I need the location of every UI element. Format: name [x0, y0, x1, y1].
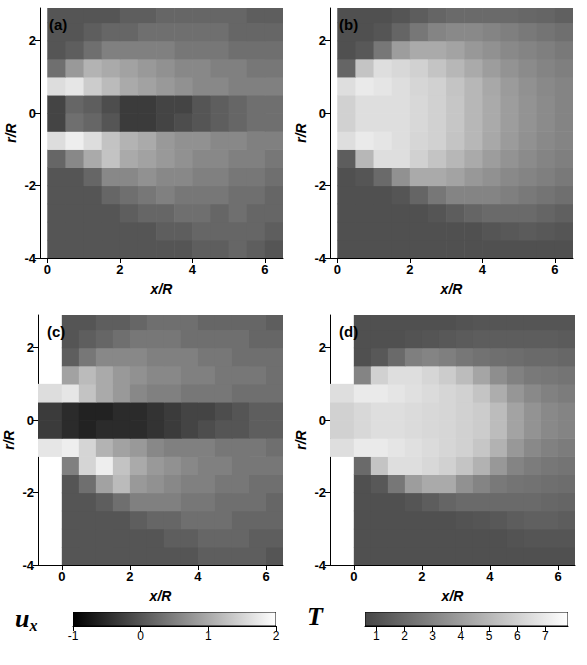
svg-text:x: x — [28, 617, 37, 634]
svg-text:2: 2 — [319, 340, 326, 355]
svg-text:2: 2 — [273, 629, 280, 643]
svg-text:1: 1 — [373, 629, 380, 643]
svg-text:4: 4 — [194, 569, 202, 584]
svg-text:2: 2 — [116, 262, 123, 277]
svg-text:0: 0 — [137, 629, 144, 643]
svg-text:2: 2 — [27, 340, 34, 355]
svg-text:-2: -2 — [314, 178, 326, 193]
svg-text:2: 2 — [126, 569, 133, 584]
svg-text:6: 6 — [554, 569, 561, 584]
svg-text:0: 0 — [350, 569, 357, 584]
svg-text:-4: -4 — [24, 251, 36, 266]
svg-text:-2: -2 — [24, 178, 36, 193]
svg-text:-4: -4 — [314, 558, 326, 573]
svg-text:0: 0 — [58, 569, 65, 584]
svg-text:-2: -2 — [314, 485, 326, 500]
svg-text:6: 6 — [261, 262, 268, 277]
svg-text:0: 0 — [29, 106, 36, 121]
svg-text:6: 6 — [262, 569, 269, 584]
svg-text:0: 0 — [319, 413, 326, 428]
svg-text:(b): (b) — [339, 16, 358, 33]
svg-text:r/R: r/R — [293, 122, 309, 142]
svg-text:r/R: r/R — [1, 429, 17, 449]
svg-text:x/R: x/R — [440, 281, 464, 297]
svg-text:2: 2 — [418, 569, 425, 584]
svg-text:r/R: r/R — [293, 429, 309, 449]
svg-text:x/R: x/R — [149, 588, 173, 604]
svg-text:0: 0 — [44, 262, 51, 277]
svg-text:-4: -4 — [314, 251, 326, 266]
svg-text:0: 0 — [27, 413, 34, 428]
svg-text:2: 2 — [319, 33, 326, 48]
svg-text:0: 0 — [319, 106, 326, 121]
svg-text:0: 0 — [334, 262, 341, 277]
svg-text:x/R: x/R — [441, 588, 465, 604]
svg-text:u: u — [15, 604, 29, 633]
svg-text:4: 4 — [486, 569, 494, 584]
svg-text:T: T — [307, 602, 324, 631]
svg-text:x/R: x/R — [150, 281, 174, 297]
svg-text:6: 6 — [514, 629, 521, 643]
svg-text:3: 3 — [429, 629, 436, 643]
svg-text:-1: -1 — [68, 629, 79, 643]
svg-text:2: 2 — [29, 33, 36, 48]
svg-text:4: 4 — [189, 262, 197, 277]
svg-text:1: 1 — [205, 629, 212, 643]
svg-text:4: 4 — [479, 262, 487, 277]
svg-text:(d): (d) — [339, 323, 358, 340]
svg-text:(c): (c) — [47, 323, 65, 340]
svg-text:5: 5 — [486, 629, 493, 643]
svg-text:-2: -2 — [22, 485, 34, 500]
svg-text:7: 7 — [542, 629, 549, 643]
svg-text:-4: -4 — [22, 558, 34, 573]
svg-text:r/R: r/R — [3, 122, 19, 142]
svg-text:4: 4 — [458, 629, 465, 643]
svg-text:6: 6 — [551, 262, 558, 277]
svg-text:2: 2 — [401, 629, 408, 643]
svg-text:(a): (a) — [49, 16, 67, 33]
svg-text:2: 2 — [406, 262, 413, 277]
